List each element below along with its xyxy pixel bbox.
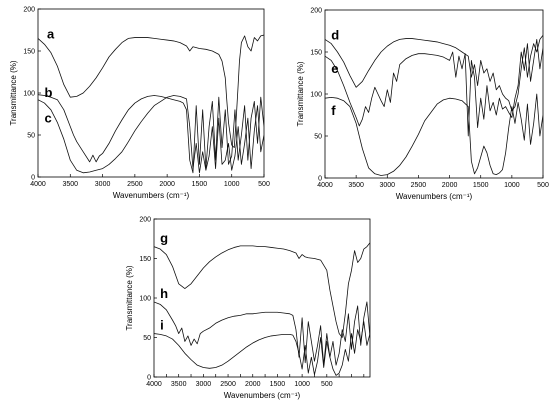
series-label-f: f	[331, 103, 336, 118]
x-tick-label: 2000	[245, 381, 261, 388]
x-tick-label: 1000	[294, 381, 310, 388]
panel-top-right: 0 50 100 150 200 4000 3500 3000 2500 2000 1500 1000…	[296, 8, 549, 202]
x-tick-label: 1000	[224, 181, 240, 188]
series-line-e	[325, 39, 543, 137]
y-tick-label: 50	[27, 133, 35, 140]
x-axis-title: Wavenumbers (cm⁻¹)	[224, 391, 301, 400]
y-tick-label: 50	[314, 134, 322, 141]
x-tick-label: 2000	[442, 182, 458, 189]
series-label-b: b	[44, 85, 52, 100]
series-line-d	[325, 34, 543, 112]
x-tick-label: 4000	[30, 181, 46, 188]
y-tick-label: 0	[147, 375, 151, 382]
x-tick-label: 3000	[379, 182, 395, 189]
y-tick-label: 50	[143, 335, 151, 342]
x-tick-label: 3000	[196, 381, 212, 388]
x-tick-label: 2000	[159, 181, 175, 188]
series-line-b	[38, 94, 264, 174]
x-tick-label: 3500	[171, 381, 187, 388]
x-tick-label: 1500	[192, 181, 208, 188]
y-tick-label: 200	[139, 217, 151, 224]
y-tick-label: 0	[31, 175, 35, 182]
x-axis-title: Wavenumbers (cm⁻¹)	[113, 191, 190, 200]
series-label-e: e	[331, 61, 338, 76]
panel-top-left: 0 50 100 150 200 4000 3500 3000 2500 2000 1500 1000…	[9, 7, 270, 201]
x-tick-label: 1500	[270, 381, 286, 388]
y-tick-label: 150	[139, 256, 151, 263]
plot-frame	[324, 9, 544, 179]
x-tick-label: 1500	[473, 182, 489, 189]
x-tick-label: 1000	[504, 182, 520, 189]
y-tick-label: 100	[139, 296, 151, 303]
y-tick-label: 100	[23, 91, 35, 98]
series-line-a	[38, 34, 264, 149]
panel-bottom-center: 0 50 100 150 200 4000 3500 3000 2500 2000 1500 1000…	[125, 217, 371, 400]
y-axis-title: Transmittance (%)	[125, 265, 134, 330]
series-line-i	[154, 321, 370, 376]
series-line-c	[38, 95, 264, 174]
x-tick-label: 2500	[411, 182, 427, 189]
x-axis-title: Wavenumbers (cm⁻¹)	[396, 192, 473, 201]
y-axis-title: Transmittance (%)	[296, 61, 305, 126]
x-tick-label: 4000	[146, 381, 162, 388]
x-tick-label: 4000	[317, 182, 333, 189]
y-tick-label: 0	[318, 176, 322, 183]
y-tick-label: 150	[23, 49, 35, 56]
series-line-f	[325, 93, 543, 176]
x-tick-label: 2500	[127, 181, 143, 188]
x-tick-label: 3500	[348, 182, 364, 189]
series-line-h	[154, 301, 370, 366]
series-label-g: g	[160, 231, 168, 246]
plot-frame	[37, 8, 265, 178]
series-label-a: a	[47, 26, 55, 41]
y-axis-title: Transmittance (%)	[9, 60, 18, 125]
series-label-d: d	[331, 27, 339, 42]
y-tick-label: 200	[23, 7, 35, 14]
x-tick-label: 2500	[220, 381, 236, 388]
x-tick-label: 500	[321, 381, 333, 388]
plot-frame	[153, 218, 371, 378]
series-label-c: c	[44, 110, 51, 125]
y-tick-label: 150	[310, 50, 322, 57]
series-label-h: h	[160, 286, 168, 301]
x-tick-label: 500	[537, 182, 549, 189]
y-tick-label: 100	[310, 92, 322, 99]
series-line-g	[154, 242, 370, 338]
x-tick-label: 3000	[95, 181, 111, 188]
y-tick-label: 200	[310, 8, 322, 15]
x-tick-label: 3500	[62, 181, 78, 188]
series-label-i: i	[160, 318, 164, 333]
x-tick-label: 500	[258, 181, 270, 188]
